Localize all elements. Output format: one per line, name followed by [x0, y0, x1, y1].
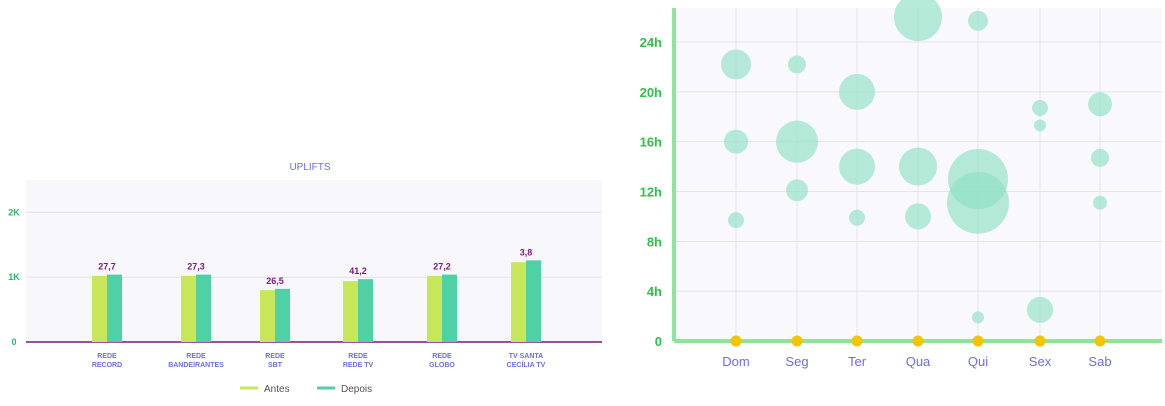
bubble — [1091, 148, 1109, 167]
bar-depois — [442, 274, 457, 342]
category-label-line: REDE — [186, 353, 206, 360]
category-label: REDE REDE TV — [343, 353, 374, 369]
bubble — [788, 55, 806, 74]
data-label: 27,7 — [98, 262, 116, 272]
baseline-marker — [972, 335, 984, 347]
category-label-line: REDE — [265, 353, 285, 360]
x-tick-label: Sex — [1029, 354, 1052, 369]
data-label: 26,5 — [266, 276, 284, 286]
bar-depois — [196, 274, 211, 342]
data-label: 27,3 — [187, 262, 205, 272]
category-label: TV SANTA CECÍLIA TV — [507, 353, 546, 369]
data-label: 3,8 — [520, 247, 533, 257]
bar-antes — [92, 275, 107, 342]
y-tick-label: 4h — [647, 284, 662, 299]
category-label: REDE RECORD — [92, 353, 122, 369]
x-tick-label: Sab — [1088, 354, 1111, 369]
bubble — [1027, 296, 1053, 323]
y-tick-label: 20h — [640, 85, 662, 100]
baseline-marker — [730, 335, 742, 347]
category-label-line: REDE — [348, 353, 368, 360]
y-tick-label: 2K — [8, 207, 20, 217]
bar-depois — [275, 288, 290, 342]
uplifts-bar-chart: UPLIFTS 0 1K 2K 27,7 27,3 26,5 41,2 27,2 3,8 RE… — [8, 162, 602, 395]
bubble — [1032, 100, 1048, 117]
category-label: REDE SBT — [265, 353, 285, 369]
bubble — [1034, 119, 1046, 132]
y-tick-label: 12h — [640, 185, 662, 200]
baseline-marker — [1034, 335, 1046, 347]
data-label: 27,2 — [433, 262, 451, 272]
data-label: 41,2 — [349, 266, 367, 276]
category-label-line: CECÍLIA TV — [507, 360, 546, 369]
bar-antes — [181, 275, 196, 342]
y-axis: 0 1K 2K — [8, 207, 20, 347]
bubble — [721, 49, 751, 80]
bar-depois — [358, 279, 373, 342]
y-axis: 0 4h 8h 12h 16h 20h 24h — [640, 35, 662, 349]
bar-antes — [343, 281, 358, 342]
bubble — [894, 0, 942, 42]
category-label-line: REDE TV — [343, 362, 374, 369]
y-tick-label: 24h — [640, 35, 662, 50]
bubbles — [721, 0, 1112, 324]
category-label-line: REDE — [97, 353, 117, 360]
bubble — [849, 209, 865, 226]
x-axis: Dom Seg Ter Qua Qui Sex Sab — [722, 354, 1111, 369]
x-tick-label: Qui — [968, 354, 988, 369]
bars: 27,7 27,3 26,5 41,2 27,2 3,8 — [92, 247, 541, 342]
x-tick-label: Dom — [722, 354, 749, 369]
bubble — [724, 129, 748, 154]
bar-antes — [511, 262, 526, 342]
category-label-line: RECORD — [92, 362, 122, 369]
category-label-line: REDE — [432, 353, 452, 360]
y-tick-label: 8h — [647, 234, 662, 249]
bubble — [1088, 92, 1112, 117]
baseline-marker — [791, 335, 803, 347]
y-tick-label: 0 — [655, 334, 662, 349]
chart-title: UPLIFTS — [289, 162, 330, 173]
y-tick-label: 1K — [8, 272, 20, 282]
category-label: REDE GLOBO — [429, 353, 455, 369]
legend-label: Antes — [264, 384, 290, 395]
bubble — [786, 179, 808, 202]
bubble — [839, 73, 875, 110]
baseline-marker — [851, 335, 863, 347]
bubble — [728, 212, 744, 229]
bar-depois — [107, 274, 122, 342]
bubble — [839, 148, 875, 185]
y-tick-label: 16h — [640, 135, 662, 150]
bubble — [1093, 195, 1107, 210]
baseline-marker — [1094, 335, 1106, 347]
bar-antes — [427, 275, 442, 342]
x-tick-label: Qua — [906, 354, 931, 369]
baseline-marker — [912, 335, 924, 347]
bubble — [972, 311, 984, 324]
bubble — [899, 147, 937, 186]
legend-label: Depois — [341, 384, 372, 395]
axes — [672, 8, 1162, 347]
x-tick-label: Seg — [785, 354, 808, 369]
legend: Antes Depois — [240, 384, 372, 395]
category-label-line: TV SANTA — [509, 353, 543, 360]
bubble — [947, 171, 1009, 234]
bar-depois — [526, 260, 541, 342]
bar-antes — [260, 290, 275, 342]
x-tick-label: Ter — [848, 354, 867, 369]
category-label-line: BANDEIRANTES — [168, 362, 224, 369]
y-tick-label: 0 — [11, 337, 16, 347]
bubble — [968, 10, 988, 31]
category-label-line: SBT — [268, 362, 283, 369]
bubble — [776, 120, 818, 163]
category-label-line: GLOBO — [429, 362, 455, 369]
bubble — [905, 203, 931, 230]
category-label: REDE BANDEIRANTES — [168, 353, 224, 369]
